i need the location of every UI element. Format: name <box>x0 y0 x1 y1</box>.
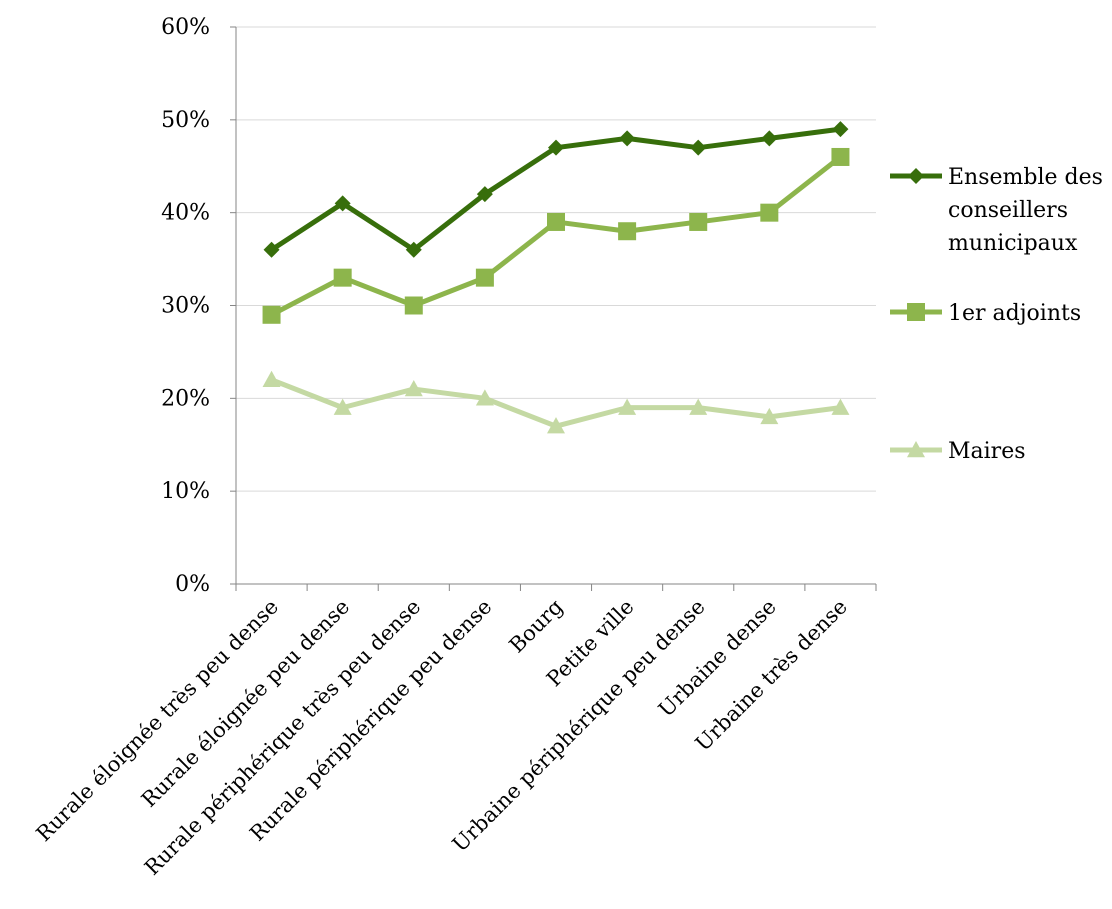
legend-label: municipaux <box>948 231 1078 256</box>
series-line <box>270 154 842 317</box>
data-point-triangle <box>618 398 637 415</box>
data-point-triangle <box>475 389 494 406</box>
legend-entry: Ensemble des conseillers municipaux <box>890 165 1103 256</box>
data-point-square <box>831 147 850 166</box>
data-point-square <box>333 268 352 287</box>
x-category-label: Bourg <box>505 595 568 658</box>
legend-label: Maires <box>948 439 1026 464</box>
data-point-square <box>475 268 494 287</box>
legend-label: conseillers <box>948 198 1068 223</box>
x-category-label: Rurale périphérique très peu dense <box>140 595 425 880</box>
data-point-square <box>262 305 281 324</box>
legend: Ensemble des conseillers municipaux 1er adj… <box>890 165 1103 464</box>
data-point-diamond <box>263 241 280 258</box>
data-point-triangle <box>831 398 850 415</box>
gridlines <box>236 26 876 492</box>
y-tick-label: 10% <box>161 479 210 504</box>
data-point-triangle <box>547 417 565 434</box>
legend-label: Ensemble des <box>948 165 1103 190</box>
series-triangle <box>262 370 850 434</box>
series-square <box>262 147 850 324</box>
y-tick-label: 30% <box>161 294 210 319</box>
y-tick-label: 20% <box>161 386 210 411</box>
x-category-label: Urbaine périphérique peu dense <box>448 595 710 857</box>
data-point-square <box>689 212 708 231</box>
data-point-diamond <box>548 139 564 156</box>
legend-entry: Maires <box>890 439 1026 464</box>
series-layer <box>262 121 850 434</box>
data-point-triangle <box>262 370 281 387</box>
data-point-diamond <box>832 121 849 138</box>
legend-entry: 1er adjoints <box>890 301 1081 326</box>
axes <box>230 26 877 591</box>
data-point-diamond <box>405 241 422 258</box>
data-point-diamond <box>908 168 924 184</box>
data-point-triangle <box>404 380 423 397</box>
data-point-diamond <box>690 139 707 156</box>
data-point-diamond <box>476 186 493 203</box>
data-point-triangle <box>907 441 925 458</box>
y-tick-label: 60% <box>161 15 210 40</box>
data-point-square <box>760 203 779 222</box>
data-point-diamond <box>334 195 351 212</box>
data-point-square <box>618 222 637 241</box>
legend-label: 1er adjoints <box>948 301 1081 326</box>
y-tick-label: 0% <box>175 572 210 597</box>
y-tick-label: 50% <box>161 108 210 133</box>
data-point-triangle <box>760 407 779 425</box>
series-diamond <box>263 121 849 258</box>
y-tick-label: 40% <box>161 201 210 226</box>
data-point-triangle <box>689 398 708 415</box>
data-point-square <box>404 296 423 315</box>
data-point-square <box>547 212 565 231</box>
data-point-diamond <box>761 130 778 147</box>
data-point-triangle <box>333 398 352 415</box>
data-point-diamond <box>619 130 636 147</box>
data-point-square <box>907 303 925 321</box>
y-axis-tick-labels: 0% 10% 20% 30% 40% 50% 60% <box>161 15 210 597</box>
